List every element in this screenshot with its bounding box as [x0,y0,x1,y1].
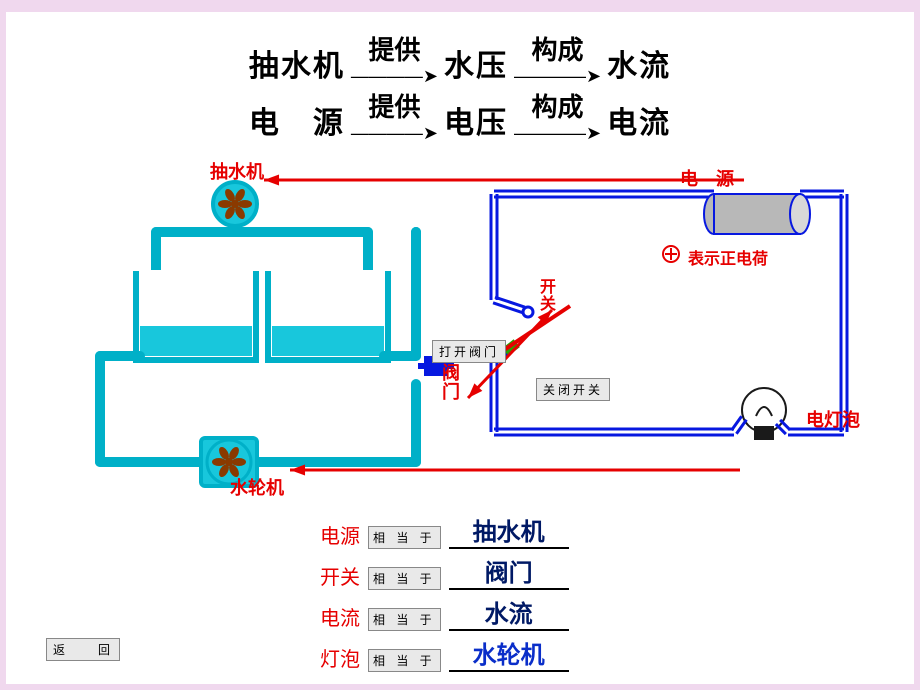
label-valve: 阀门 [442,364,462,402]
legend-equals: 相 当 于 [368,526,441,549]
legend-left: 电源 [300,520,360,549]
legend-right: 阀门 [449,553,569,590]
legend-right: 水流 [449,594,569,631]
legend-left: 开关 [300,561,360,590]
return-button[interactable]: 返 回 [46,638,120,661]
legend-equals: 相 当 于 [368,649,441,672]
legend-equals: 相 当 于 [368,608,441,631]
label-switch: 开关 [540,280,558,314]
legend-right: 水轮机 [449,635,569,672]
label-charge: 表示正电荷 [688,245,768,269]
legend: 电源相 当 于抽水机开关相 当 于阀门电流相 当 于水流灯泡相 当 于水轮机 [300,508,730,676]
label-source: 电 源 [680,165,734,191]
label-bulb: 电灯泡 [806,406,860,432]
legend-equals: 相 当 于 [368,567,441,590]
legend-row: 开关相 当 于阀门 [300,553,730,590]
legend-left: 电流 [300,602,360,631]
label-pump: 抽水机 [210,158,264,184]
close-switch-button[interactable]: 关闭开关 [536,378,610,401]
legend-row: 电流相 当 于水流 [300,594,730,631]
legend-row: 电源相 当 于抽水机 [300,512,730,549]
legend-right: 抽水机 [449,512,569,549]
label-turbine: 水轮机 [230,474,284,500]
open-valve-button[interactable]: 打开阀门 [432,340,506,363]
legend-row: 灯泡相 当 于水轮机 [300,635,730,672]
legend-left: 灯泡 [300,643,360,672]
